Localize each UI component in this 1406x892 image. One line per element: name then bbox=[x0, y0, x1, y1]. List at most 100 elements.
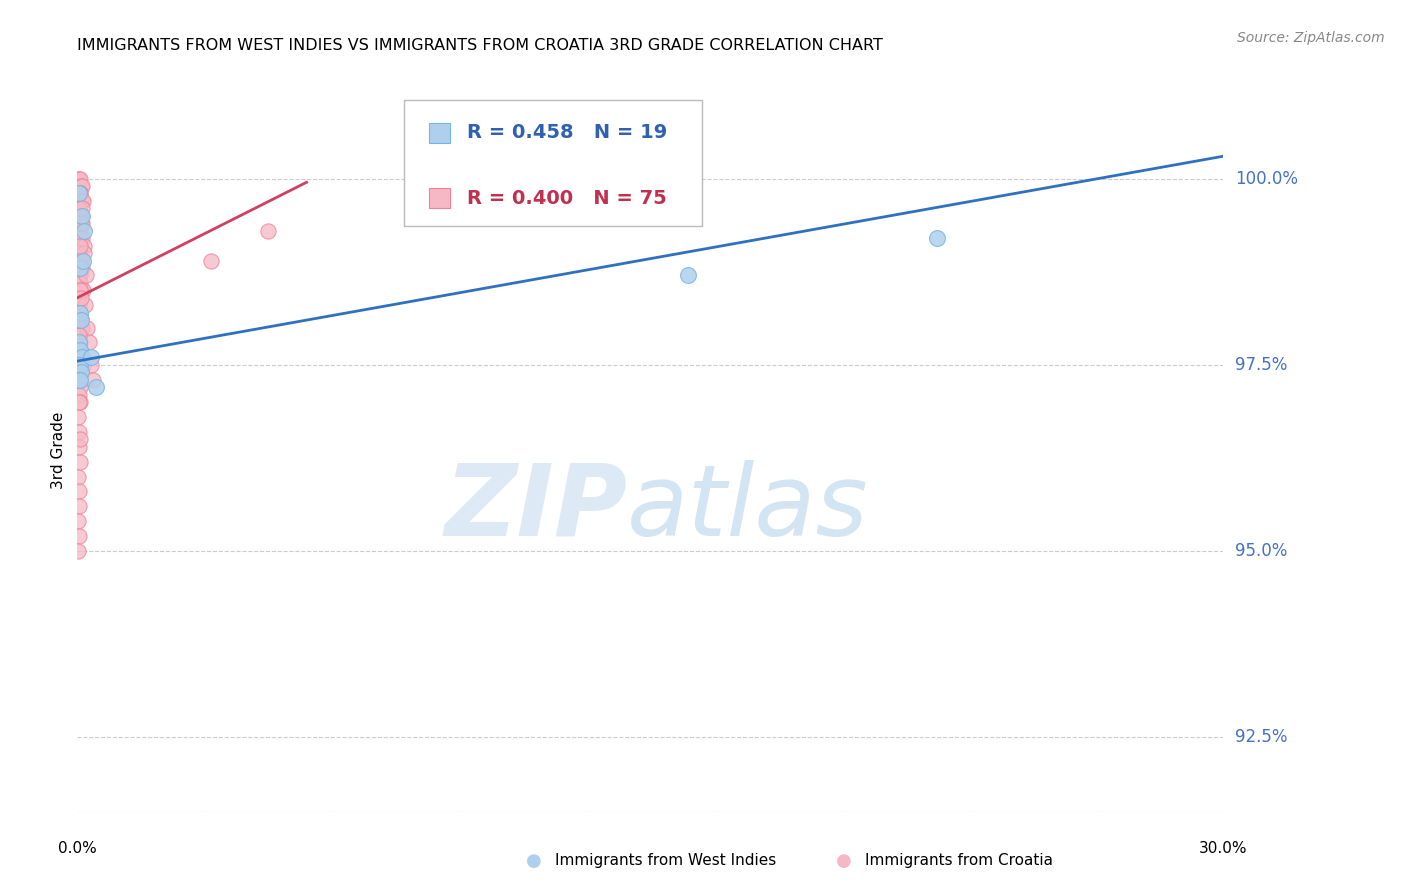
Text: 92.5%: 92.5% bbox=[1234, 728, 1286, 747]
Point bbox=[69, 209, 91, 223]
Point bbox=[70, 320, 93, 334]
Point bbox=[69, 238, 91, 252]
Point bbox=[67, 365, 90, 379]
Point bbox=[69, 395, 91, 409]
Point bbox=[67, 469, 90, 483]
Text: 97.5%: 97.5% bbox=[1234, 356, 1286, 374]
Text: 0.0%: 0.0% bbox=[58, 840, 97, 855]
Point bbox=[67, 171, 90, 186]
Point bbox=[67, 246, 90, 260]
Text: IMMIGRANTS FROM WEST INDIES VS IMMIGRANTS FROM CROATIA 3RD GRADE CORRELATION CHA: IMMIGRANTS FROM WEST INDIES VS IMMIGRANT… bbox=[77, 38, 883, 53]
Point bbox=[77, 335, 100, 350]
Point bbox=[67, 186, 90, 201]
Point bbox=[69, 171, 91, 186]
Text: 100.0%: 100.0% bbox=[1234, 169, 1298, 187]
Point bbox=[67, 514, 90, 528]
Point bbox=[70, 351, 93, 365]
Point bbox=[72, 358, 94, 372]
Point bbox=[69, 186, 91, 201]
Text: ●: ● bbox=[835, 852, 852, 870]
Point bbox=[67, 395, 90, 409]
Point bbox=[70, 260, 93, 275]
Point bbox=[67, 202, 90, 216]
FancyBboxPatch shape bbox=[429, 122, 450, 144]
Point bbox=[925, 231, 948, 245]
Point bbox=[72, 216, 94, 230]
Point bbox=[67, 268, 90, 283]
Text: R = 0.458   N = 19: R = 0.458 N = 19 bbox=[467, 123, 668, 143]
Point bbox=[67, 298, 90, 312]
Point bbox=[69, 380, 91, 394]
Point bbox=[69, 291, 91, 305]
Point bbox=[72, 194, 94, 208]
Point bbox=[69, 343, 91, 357]
Y-axis label: 3rd Grade: 3rd Grade bbox=[51, 412, 66, 489]
Text: atlas: atlas bbox=[627, 459, 869, 557]
Point bbox=[70, 283, 93, 297]
Point bbox=[67, 171, 90, 186]
Point bbox=[70, 231, 93, 245]
Point bbox=[72, 253, 94, 268]
Point bbox=[67, 529, 90, 543]
Point bbox=[678, 268, 700, 283]
Point bbox=[69, 306, 91, 320]
Point bbox=[70, 179, 93, 194]
Point bbox=[69, 365, 91, 379]
Point bbox=[67, 186, 90, 201]
Point bbox=[75, 268, 97, 283]
Point bbox=[69, 313, 91, 327]
Point bbox=[67, 373, 90, 387]
Point bbox=[76, 320, 98, 334]
Point bbox=[80, 358, 103, 372]
Point bbox=[67, 500, 90, 514]
Text: Immigrants from West Indies: Immigrants from West Indies bbox=[555, 854, 776, 868]
Point bbox=[69, 260, 91, 275]
Point bbox=[69, 268, 91, 283]
Point bbox=[67, 328, 90, 343]
Point bbox=[67, 291, 90, 305]
Point bbox=[67, 358, 90, 372]
Point bbox=[69, 351, 91, 365]
Point bbox=[257, 224, 280, 238]
Point bbox=[86, 380, 108, 394]
Point bbox=[69, 306, 91, 320]
Point bbox=[69, 276, 91, 290]
Point bbox=[69, 335, 91, 350]
Point bbox=[67, 387, 90, 401]
Point bbox=[69, 179, 91, 194]
Point bbox=[69, 253, 91, 268]
Point bbox=[67, 425, 90, 439]
Point bbox=[67, 484, 90, 499]
Point bbox=[69, 209, 91, 223]
FancyBboxPatch shape bbox=[404, 100, 702, 227]
Text: 95.0%: 95.0% bbox=[1234, 542, 1286, 560]
Text: Immigrants from Croatia: Immigrants from Croatia bbox=[865, 854, 1053, 868]
Point bbox=[69, 231, 91, 245]
Point bbox=[69, 224, 91, 238]
Point bbox=[67, 224, 90, 238]
Point bbox=[69, 313, 91, 327]
Point bbox=[69, 343, 91, 357]
Text: ZIP: ZIP bbox=[444, 459, 627, 557]
Text: 30.0%: 30.0% bbox=[1199, 840, 1247, 855]
Point bbox=[67, 544, 90, 558]
Point bbox=[73, 224, 96, 238]
Point bbox=[73, 298, 96, 312]
Point bbox=[70, 351, 93, 365]
Point bbox=[67, 409, 90, 424]
Point bbox=[70, 209, 93, 223]
Point bbox=[69, 365, 91, 379]
Point bbox=[67, 202, 90, 216]
Point bbox=[69, 455, 91, 469]
Point bbox=[69, 373, 91, 387]
Point bbox=[67, 373, 90, 387]
Point bbox=[67, 313, 90, 327]
Point bbox=[67, 328, 90, 343]
Point bbox=[82, 373, 104, 387]
Point bbox=[67, 335, 90, 350]
Point bbox=[70, 216, 93, 230]
Point bbox=[70, 202, 93, 216]
Point bbox=[69, 186, 91, 201]
Text: Source: ZipAtlas.com: Source: ZipAtlas.com bbox=[1237, 31, 1385, 45]
Point bbox=[69, 432, 91, 446]
